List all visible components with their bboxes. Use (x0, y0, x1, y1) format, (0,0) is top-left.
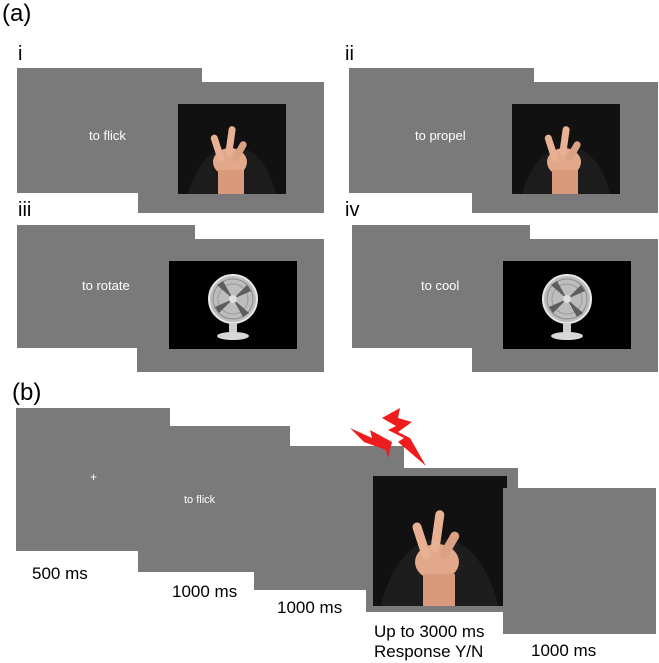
duration-blank: 1000 ms (277, 598, 343, 617)
lightning-bolt-icon (350, 408, 426, 466)
part-b-label: (b) (12, 379, 42, 406)
panel-ii-numeral: ii (345, 43, 354, 65)
image-screen (138, 82, 324, 213)
hand-gesture-image (373, 476, 507, 606)
image-screen (137, 239, 324, 372)
hand-gesture-image (512, 104, 620, 194)
image-screen (472, 239, 658, 372)
image-screen (366, 468, 518, 612)
word-label: to flick (184, 494, 216, 506)
response-label: Response Y/N (374, 642, 484, 661)
duration-word: 1000 ms (172, 582, 238, 601)
hand-gesture-image (178, 104, 286, 194)
blank-screen (503, 488, 656, 634)
word-label: to propel (415, 128, 466, 143)
panel-iii-numeral: iii (18, 199, 32, 221)
panel-iv-numeral: iv (345, 199, 360, 221)
word-label: to rotate (82, 278, 130, 293)
word-label: to cool (421, 278, 460, 293)
electric-fan-image (169, 261, 297, 349)
word-label: to flick (89, 128, 126, 143)
part-a-label: (a) (2, 0, 32, 27)
duration-final: 1000 ms (531, 641, 597, 660)
duration-fixation: 500 ms (32, 564, 88, 583)
panel-i-numeral: i (18, 43, 23, 65)
electric-fan-image (503, 261, 631, 349)
fixation-cross: + (90, 470, 98, 484)
duration-image: Up to 3000 ms (374, 622, 485, 641)
image-screen (472, 82, 658, 213)
